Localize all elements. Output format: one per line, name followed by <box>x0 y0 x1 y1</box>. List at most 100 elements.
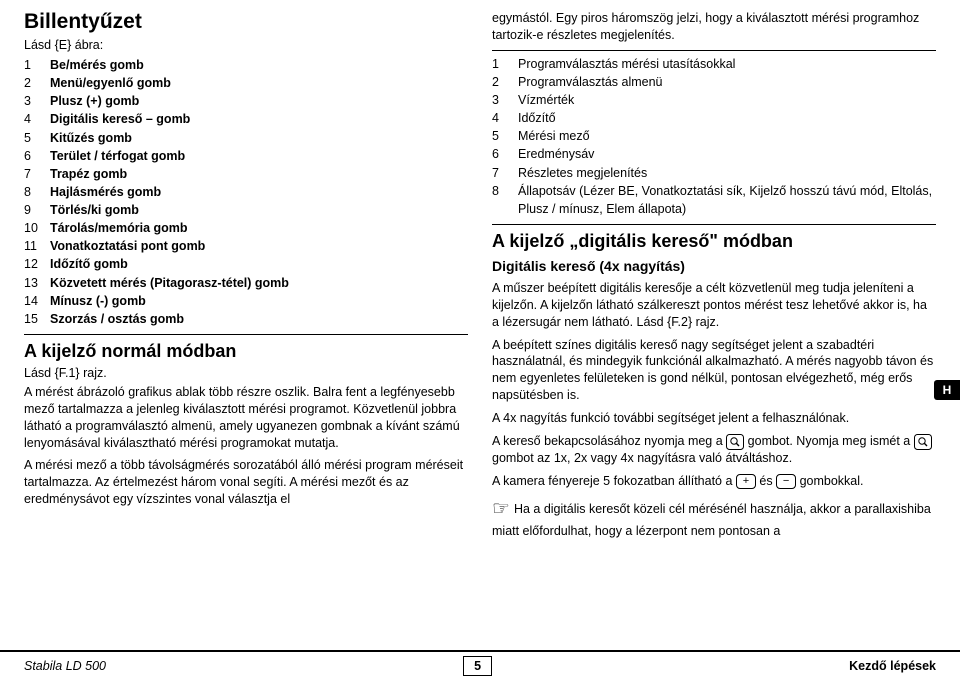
text-fragment: A kamera fényereje 5 fokozatban állíthat… <box>492 474 732 488</box>
list-item: 8Hajlásmérés gomb <box>24 183 468 201</box>
list-item: 14Mínusz (-) gomb <box>24 292 468 310</box>
list-text: Vonatkoztatási pont gomb <box>50 237 205 255</box>
text-fragment: és <box>759 474 772 488</box>
list-number: 12 <box>24 255 50 273</box>
text-fragment: A kereső bekapcsolásához nyomja meg a <box>492 434 723 448</box>
list-number: 10 <box>24 219 50 237</box>
list-text: Plusz (+) gomb <box>50 92 139 110</box>
fig-e-ref: Lásd {E} ábra: <box>24 38 468 52</box>
list-text: Időzítő <box>518 109 556 127</box>
list-item: 5Kitűzés gomb <box>24 129 468 147</box>
list-item: 6Eredménysáv <box>492 145 936 163</box>
right-paragraph-1: A műszer beépített digitális keresője a … <box>492 280 936 331</box>
magnifier-icon <box>726 434 744 450</box>
left-paragraph-1: A mérést ábrázoló grafikus ablak több ré… <box>24 384 468 452</box>
right-column: egymástól. Egy piros háromszög jelzi, ho… <box>492 10 936 640</box>
right-paragraph-4: A kereső bekapcsolásához nyomja meg a go… <box>492 433 936 467</box>
right-paragraph-5: A kamera fényereje 5 fokozatban állíthat… <box>492 473 936 490</box>
list-item: 11Vonatkoztatási pont gomb <box>24 237 468 255</box>
magnifier-icon <box>914 434 932 450</box>
list-number: 4 <box>492 109 518 127</box>
list-number: 8 <box>492 182 518 218</box>
list-text: Programválasztás almenü <box>518 73 663 91</box>
keyboard-title: Billentyűzet <box>24 10 468 34</box>
list-text: Eredménysáv <box>518 145 594 163</box>
left-paragraph-2: A mérési mező a több távolságmérés soroz… <box>24 457 468 508</box>
list-item: 1Be/mérés gomb <box>24 56 468 74</box>
list-item: 4Időzítő <box>492 109 936 127</box>
divider <box>492 224 936 225</box>
list-item: 2Programválasztás almenü <box>492 73 936 91</box>
list-item: 10Tárolás/memória gomb <box>24 219 468 237</box>
list-number: 3 <box>24 92 50 110</box>
right-continuation: egymástól. Egy piros háromszög jelzi, ho… <box>492 10 936 44</box>
right-paragraph-2: A beépített színes digitális kereső nagy… <box>492 337 936 405</box>
list-text: Programválasztás mérési utasításokkal <box>518 55 735 73</box>
list-item: 5Mérési mező <box>492 127 936 145</box>
list-number: 1 <box>24 56 50 74</box>
list-number: 5 <box>24 129 50 147</box>
list-text: Közvetett mérés (Pitagorasz-tétel) gomb <box>50 274 289 292</box>
list-number: 7 <box>492 164 518 182</box>
list-item: 7Részletes megjelenítés <box>492 164 936 182</box>
list-number: 1 <box>492 55 518 73</box>
list-number: 4 <box>24 110 50 128</box>
divider <box>492 50 936 51</box>
list-item: 9Törlés/ki gomb <box>24 201 468 219</box>
text-fragment: gombot. Nyomja meg ismét a <box>748 434 911 448</box>
list-number: 6 <box>24 147 50 165</box>
list-number: 8 <box>24 183 50 201</box>
text-fragment: gombokkal. <box>800 474 864 488</box>
display-items-list: 1Programválasztás mérési utasításokkal2P… <box>492 55 936 218</box>
keys-list: 1Be/mérés gomb2Menü/egyenlő gomb3Plusz (… <box>24 56 468 328</box>
list-number: 6 <box>492 145 518 163</box>
list-text: Hajlásmérés gomb <box>50 183 161 201</box>
list-number: 7 <box>24 165 50 183</box>
list-item: 7Trapéz gomb <box>24 165 468 183</box>
list-text: Menü/egyenlő gomb <box>50 74 171 92</box>
right-paragraph-3: A 4x nagyítás funkció további segítséget… <box>492 410 936 427</box>
list-item: 6Terület / térfogat gomb <box>24 147 468 165</box>
left-column: Billentyűzet Lásd {E} ábra: 1Be/mérés go… <box>24 10 468 640</box>
list-item: 3Vízmérték <box>492 91 936 109</box>
list-text: Állapotsáv (Lézer BE, Vonatkoztatási sík… <box>518 182 936 218</box>
footer-product: Stabila LD 500 <box>24 659 106 673</box>
list-number: 15 <box>24 310 50 328</box>
list-text: Tárolás/memória gomb <box>50 219 188 237</box>
list-text: Részletes megjelenítés <box>518 164 647 182</box>
list-text: Törlés/ki gomb <box>50 201 139 219</box>
tip-paragraph: ☞Ha a digitális keresőt közeli cél mérés… <box>492 496 936 540</box>
list-text: Digitális kereső – gomb <box>50 110 190 128</box>
page-footer: Stabila LD 500 5 Kezdő lépések <box>0 650 960 680</box>
fig-f1-ref: Lásd {F.1} rajz. <box>24 366 468 380</box>
list-number: 13 <box>24 274 50 292</box>
pointing-hand-icon: ☞ <box>492 498 510 520</box>
list-number: 2 <box>24 74 50 92</box>
plus-button-icon: + <box>736 474 756 489</box>
tip-text: Ha a digitális keresőt közeli cél mérésé… <box>492 501 931 537</box>
divider <box>24 334 468 335</box>
list-text: Időzítő gomb <box>50 255 128 273</box>
list-number: 5 <box>492 127 518 145</box>
digital-finder-heading: A kijelző „digitális kereső" módban <box>492 231 936 252</box>
list-item: 3Plusz (+) gomb <box>24 92 468 110</box>
list-text: Mérési mező <box>518 127 590 145</box>
normal-mode-heading: A kijelző normál módban <box>24 341 468 362</box>
list-text: Szorzás / osztás gomb <box>50 310 184 328</box>
list-text: Be/mérés gomb <box>50 56 144 74</box>
list-text: Kitűzés gomb <box>50 129 132 147</box>
list-number: 14 <box>24 292 50 310</box>
list-item: 15Szorzás / osztás gomb <box>24 310 468 328</box>
list-number: 2 <box>492 73 518 91</box>
list-text: Mínusz (-) gomb <box>50 292 146 310</box>
list-text: Vízmérték <box>518 91 574 109</box>
footer-section: Kezdő lépések <box>849 659 936 673</box>
list-number: 9 <box>24 201 50 219</box>
text-fragment: gombot az 1x, 2x vagy 4x nagyításra való… <box>492 451 792 465</box>
side-tab-h: H <box>934 380 960 400</box>
footer-page-number: 5 <box>463 656 492 676</box>
list-item: 2Menü/egyenlő gomb <box>24 74 468 92</box>
digital-finder-subheading: Digitális kereső (4x nagyítás) <box>492 258 936 274</box>
list-number: 11 <box>24 237 50 255</box>
list-number: 3 <box>492 91 518 109</box>
